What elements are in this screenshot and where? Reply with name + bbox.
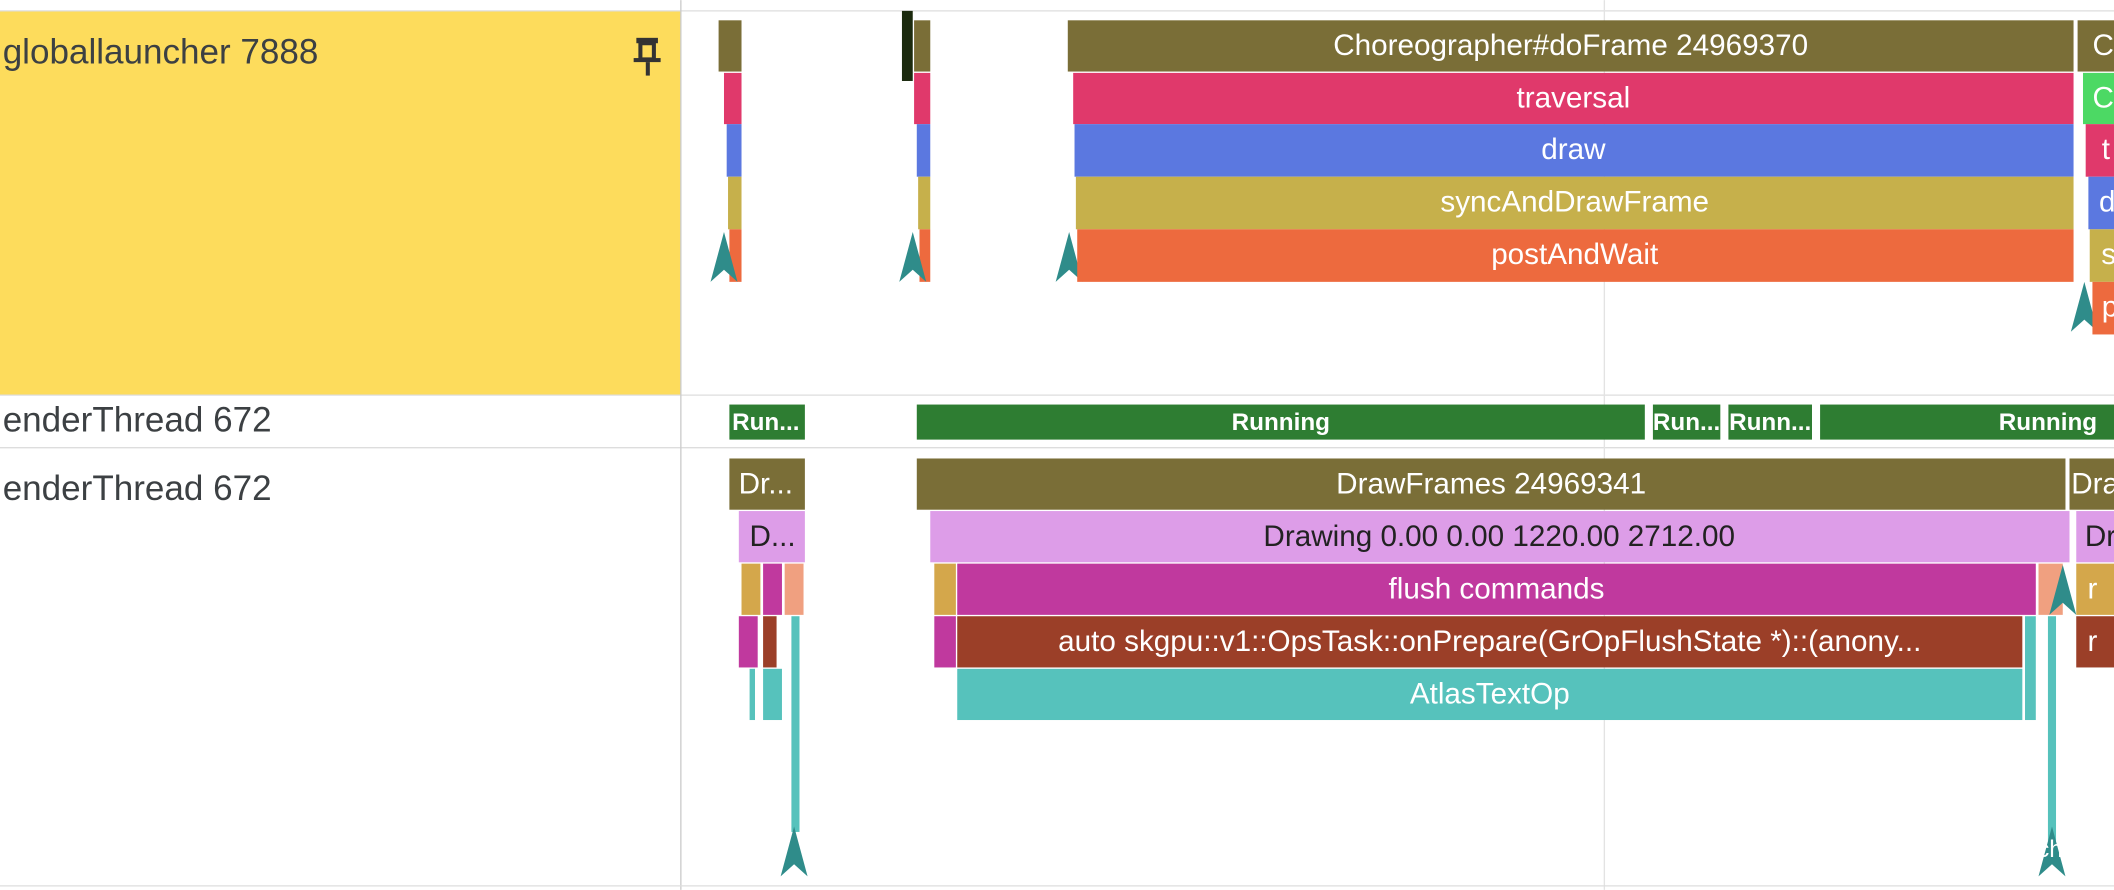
slice-label: Dr (2085, 520, 2114, 553)
state-label: Running (1999, 409, 2097, 436)
slice-label: DrawFrames 24969341 (1336, 467, 1646, 500)
small-slices (710, 10, 2098, 332)
state-slice[interactable] (1728, 404, 1812, 440)
slice-label: C (2093, 29, 2114, 62)
pin-icon[interactable] (633, 37, 661, 76)
slice-label: t (2102, 133, 2111, 166)
state-label: Run... (1653, 409, 1720, 436)
slice-label: postAndWait (1491, 238, 1659, 271)
state-slice[interactable] (1820, 404, 2114, 440)
slice-label: traversal (1517, 82, 1631, 115)
slice[interactable] (2092, 281, 2114, 335)
slice[interactable] (2077, 20, 2114, 72)
slice[interactable] (729, 458, 805, 510)
track-label: enderThread 672 (3, 400, 272, 439)
slice-label: auto skgpu::v1::OpsTask::onPrepare(GrOpF… (1058, 625, 1921, 658)
state-slice[interactable] (916, 404, 1645, 440)
state-label: Runn... (1729, 409, 1811, 436)
state-label: Run... (732, 409, 799, 436)
slice-label: d (2099, 185, 2114, 218)
slice[interactable] (2069, 458, 2114, 510)
track-label: globallauncher 7888 (3, 32, 319, 71)
slice-label: r (2087, 572, 2097, 605)
slice-label: Dr... (739, 467, 793, 500)
slice-label: s (2101, 238, 2114, 271)
slice[interactable] (1074, 124, 2074, 177)
slice-label: syncAndDrawFrame (1440, 185, 1709, 218)
slice-label: draw (1541, 133, 1606, 166)
slice-label: Choreographer#doFrame 24969370 (1333, 29, 1808, 62)
slice-label: r (2087, 625, 2097, 658)
slice[interactable] (930, 511, 2070, 563)
slice[interactable] (2085, 124, 2114, 177)
slice-label: Dra (2071, 467, 2114, 500)
slice[interactable] (2082, 72, 2114, 125)
watermark: 掘金技术社区 @ zhangxingchao (1743, 836, 2090, 863)
slice[interactable] (2076, 511, 2114, 563)
slice[interactable] (1077, 229, 2074, 282)
slice[interactable] (916, 458, 2066, 510)
slice[interactable] (2076, 563, 2114, 615)
slice-label: p (2102, 291, 2114, 324)
slice[interactable] (957, 563, 2036, 615)
slice-label: Drawing 0.00 0.00 1220.00 2712.00 (1263, 520, 1735, 553)
slice[interactable] (2089, 229, 2114, 282)
track-label: enderThread 672 (3, 469, 272, 508)
slice[interactable] (1067, 20, 2074, 72)
small-slices (738, 563, 2077, 877)
slice-label: flush commands (1389, 572, 1605, 605)
pinned-track-header[interactable] (0, 10, 681, 396)
state-label: Running (1232, 409, 1330, 436)
state-slice[interactable] (1652, 404, 1721, 440)
slice[interactable] (1075, 176, 2074, 230)
slice-label: AtlasTextOp (1410, 678, 1570, 711)
slice[interactable] (738, 511, 805, 563)
slice-label: D... (749, 520, 795, 553)
slice[interactable] (1073, 72, 2074, 125)
state-slice[interactable] (729, 404, 805, 440)
slice[interactable] (957, 668, 2023, 721)
slice[interactable] (2076, 616, 2114, 668)
slice[interactable] (957, 616, 2023, 668)
slice[interactable] (2088, 176, 2114, 230)
slice-label: C (2093, 82, 2114, 115)
